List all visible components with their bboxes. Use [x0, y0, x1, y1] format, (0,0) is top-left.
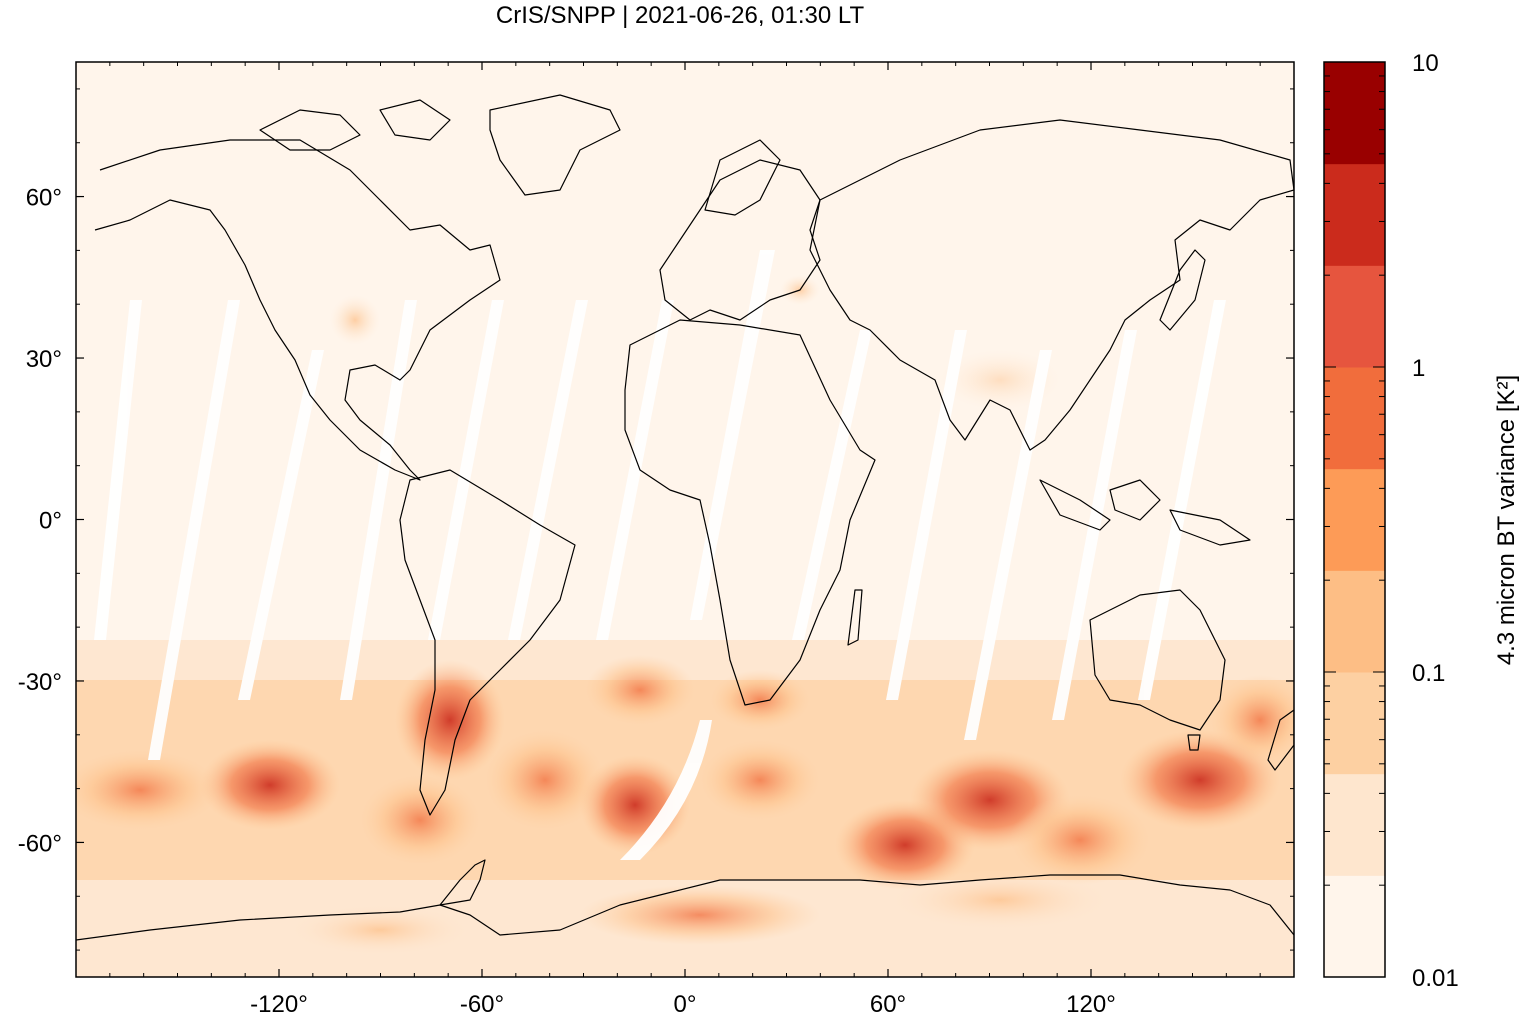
x-axis: -120° -60° 0° 60° 120° [109, 62, 1261, 1018]
y-tick-label: 60° [26, 185, 62, 212]
y-tick-label: 0° [39, 508, 62, 535]
colorbar-frame [1323, 61, 1386, 978]
colorbar-segment [1324, 265, 1385, 368]
x-tick-label: -60° [460, 991, 504, 1018]
orbit-gaps [94, 250, 1226, 860]
x-tick-label: 120° [1066, 991, 1116, 1018]
colorbar-tick-label: 0.01 [1412, 965, 1459, 992]
x-tick-label: 0° [674, 991, 697, 1018]
colorbar-segment [1324, 672, 1385, 775]
y-tick-label: -30° [18, 669, 62, 696]
y-axis: 60° 30° 0° -30° -60° [18, 88, 1294, 951]
x-tick-label: -120° [250, 991, 308, 1018]
colorbar-tick-label: 0.1 [1412, 660, 1445, 687]
x-tick-label: 60° [870, 991, 906, 1018]
coastlines [76, 94, 1294, 941]
y-tick-label: -60° [18, 830, 62, 857]
colorbar-tick-label: 10 [1412, 50, 1439, 77]
colorbar-segment [1324, 875, 1385, 978]
colorbar-segment [1324, 468, 1385, 571]
colorbar-ticks: 10 1 0.1 0.01 [1324, 50, 1459, 992]
colorbar-tick-label: 1 [1412, 355, 1425, 382]
colorbar-segment [1324, 163, 1385, 266]
map-title: CrIS/SNPP | 2021-06-26, 01:30 LT [495, 2, 865, 29]
colorbar-segment [1324, 773, 1385, 876]
map-plot-area [76, 62, 1294, 977]
colorbar-label: 4.3 micron BT variance [K²] [1493, 375, 1520, 665]
y-tick-label: 30° [26, 346, 62, 373]
colorbar-segment [1324, 367, 1385, 470]
colorbar-segment [1324, 62, 1385, 165]
colorbar-segment [1324, 570, 1385, 673]
colorbar [1323, 61, 1386, 978]
variance-field [76, 275, 1294, 977]
